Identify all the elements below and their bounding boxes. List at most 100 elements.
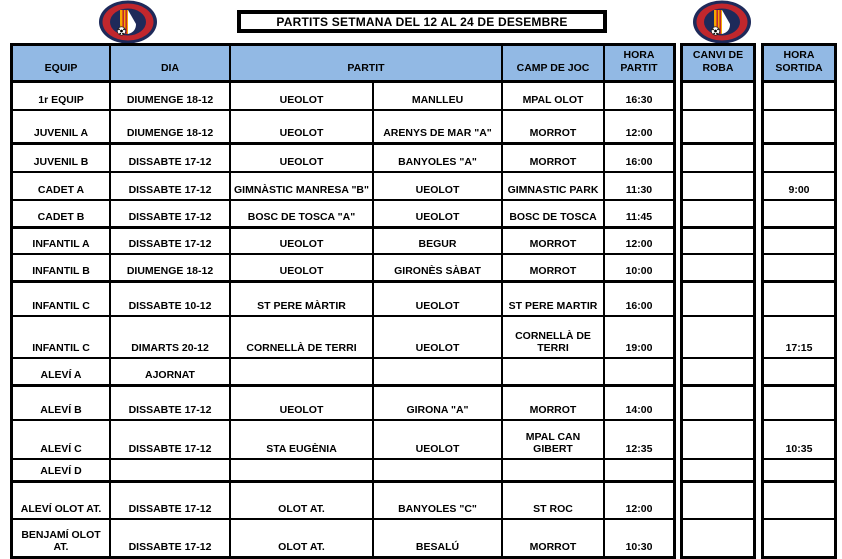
cell-home-team: UEOLOT (231, 387, 374, 421)
cell-home-team: CORNELLÀ DE TERRI (231, 317, 374, 359)
cell-canvi (683, 317, 753, 359)
cell-canvi (683, 421, 753, 460)
cell-canvi (683, 201, 753, 229)
cell-camp: MORROT (503, 255, 605, 283)
cell-sortida (764, 359, 834, 387)
cell-home-team: BOSC DE TOSCA "A" (231, 201, 374, 229)
cell-away-team: UEOLOT (374, 283, 503, 317)
cell-dia: DIUMENGE 18-12 (111, 255, 231, 283)
cell-sortida (764, 283, 834, 317)
cell-equip: INFANTIL A (13, 229, 111, 255)
cell-home-team: ST PERE MÀRTIR (231, 283, 374, 317)
title-box: PARTITS SETMANA DEL 12 AL 24 DE DESEMBRE (237, 10, 607, 33)
cell-canvi (683, 483, 753, 520)
cell-home-team: UEOLOT (231, 145, 374, 173)
cell-camp: MORROT (503, 520, 605, 556)
col-header-camp-de-joc: CAMP DE JOC (503, 46, 605, 83)
cell-canvi (683, 283, 753, 317)
cell-canvi (683, 83, 753, 111)
cell-sortida (764, 145, 834, 173)
cell-dia: DISSABTE 17-12 (111, 201, 231, 229)
cell-sortida: 9:00 (764, 173, 834, 201)
cell-dia: DISSABTE 17-12 (111, 483, 231, 520)
cell-canvi (683, 520, 753, 556)
cell-hora: 19:00 (605, 317, 673, 359)
schedule-tables: EQUIP DIA PARTIT CAMP DE JOC HORA PARTIT… (10, 43, 837, 559)
cell-equip: JUVENIL A (13, 111, 111, 145)
cell-dia: AJORNAT (111, 359, 231, 387)
cell-camp: BOSC DE TOSCA (503, 201, 605, 229)
cell-hora: 10:00 (605, 255, 673, 283)
cell-home-team: UEOLOT (231, 111, 374, 145)
cell-camp (503, 359, 605, 387)
cell-equip: ALEVÍ OLOT AT. (13, 483, 111, 520)
cell-hora: 14:00 (605, 387, 673, 421)
col-header-equip: EQUIP (13, 46, 111, 83)
cell-away-team: UEOLOT (374, 421, 503, 460)
cell-sortida (764, 229, 834, 255)
cell-dia: DISSABTE 17-12 (111, 173, 231, 201)
cell-away-team (374, 460, 503, 483)
cell-sortida (764, 201, 834, 229)
cell-equip: BENJAMÍ OLOT AT. (13, 520, 111, 556)
cell-dia: DIUMENGE 18-12 (111, 83, 231, 111)
cell-camp: GIMNASTIC PARK (503, 173, 605, 201)
cell-equip: INFANTIL B (13, 255, 111, 283)
cell-away-team: UEOLOT (374, 173, 503, 201)
cell-equip: CADET B (13, 201, 111, 229)
schedule-table: EQUIP DIA PARTIT CAMP DE JOC HORA PARTIT… (10, 43, 676, 559)
cell-hora: 10:30 (625, 541, 653, 553)
cell-away-team: GIRONA "A" (374, 387, 503, 421)
cell-hora: 12:00 (605, 111, 673, 145)
col-header-hora-partit: HORA PARTIT (605, 46, 673, 83)
cell-camp: MORROT (503, 387, 605, 421)
cell-dia (111, 460, 231, 483)
cell-home-team: UEOLOT (231, 255, 374, 283)
col-header-hora-sortida: HORA SORTIDA (764, 46, 834, 83)
cell-sortida (764, 255, 834, 283)
cell-canvi (683, 460, 753, 483)
cell-equip: ALEVÍ D (13, 460, 111, 483)
cell-camp (503, 460, 605, 483)
cell-hora: 12:00 (605, 229, 673, 255)
cell-equip: JUVENIL B (13, 145, 111, 173)
cell-away-team: BANYOLES "C" (374, 483, 503, 520)
cell-hora: 16:00 (605, 283, 673, 317)
cell-equip: ALEVÍ A (13, 359, 111, 387)
cell-dia: DISSABTE 10-12 (111, 283, 231, 317)
cell-dia: DISSABTE 17-12 (111, 145, 231, 173)
cell-sortida (764, 111, 834, 145)
cell-canvi (683, 111, 753, 145)
cell-camp: MORROT (503, 229, 605, 255)
cell-dia: DIMARTS 20-12 (111, 317, 231, 359)
cell-hora: 16:00 (605, 145, 673, 173)
cell-away-team: ARENYS DE MAR "A" (374, 111, 503, 145)
cell-canvi (683, 145, 753, 173)
cell-canvi (683, 359, 753, 387)
cell-camp: MPAL OLOT (503, 83, 605, 111)
cell-away-team: BEGUR (374, 229, 503, 255)
cell-equip: 1r EQUIP (13, 83, 111, 111)
cell-equip: INFANTIL C (13, 317, 111, 359)
cell-home-team: GIMNÀSTIC MANRESA "B" (231, 173, 374, 201)
cell-canvi (683, 173, 753, 201)
cell-home-team: UEOLOT (231, 83, 374, 111)
cell-home-team: STA EUGÈNIA (231, 421, 374, 460)
cell-hora: 12:35 (605, 421, 673, 460)
cell-camp: ST ROC (503, 483, 605, 520)
club-crest-icon-left (99, 0, 157, 44)
cell-sortida (764, 483, 834, 520)
cell-hora: 16:30 (605, 83, 673, 111)
col-header-canvi-de-roba: CANVI DE ROBA (683, 46, 753, 83)
cell-camp: MORROT (503, 111, 605, 145)
cell-hora (605, 460, 673, 483)
cell-home-team: OLOT AT. (231, 520, 374, 556)
col-header-dia: DIA (111, 46, 231, 83)
cell-away-team: GIRONÈS SÀBAT (374, 255, 503, 283)
cell-sortida: 10:35 (764, 421, 834, 460)
cell-away-team: UEOLOT (374, 317, 503, 359)
cell-hora: 11:45 (605, 201, 673, 229)
cell-dia: DISSABTE 17-12 (111, 421, 231, 460)
cell-camp: CORNELLÀ DE TERRI (503, 317, 605, 359)
cell-sortida: 17:15 (764, 317, 834, 359)
